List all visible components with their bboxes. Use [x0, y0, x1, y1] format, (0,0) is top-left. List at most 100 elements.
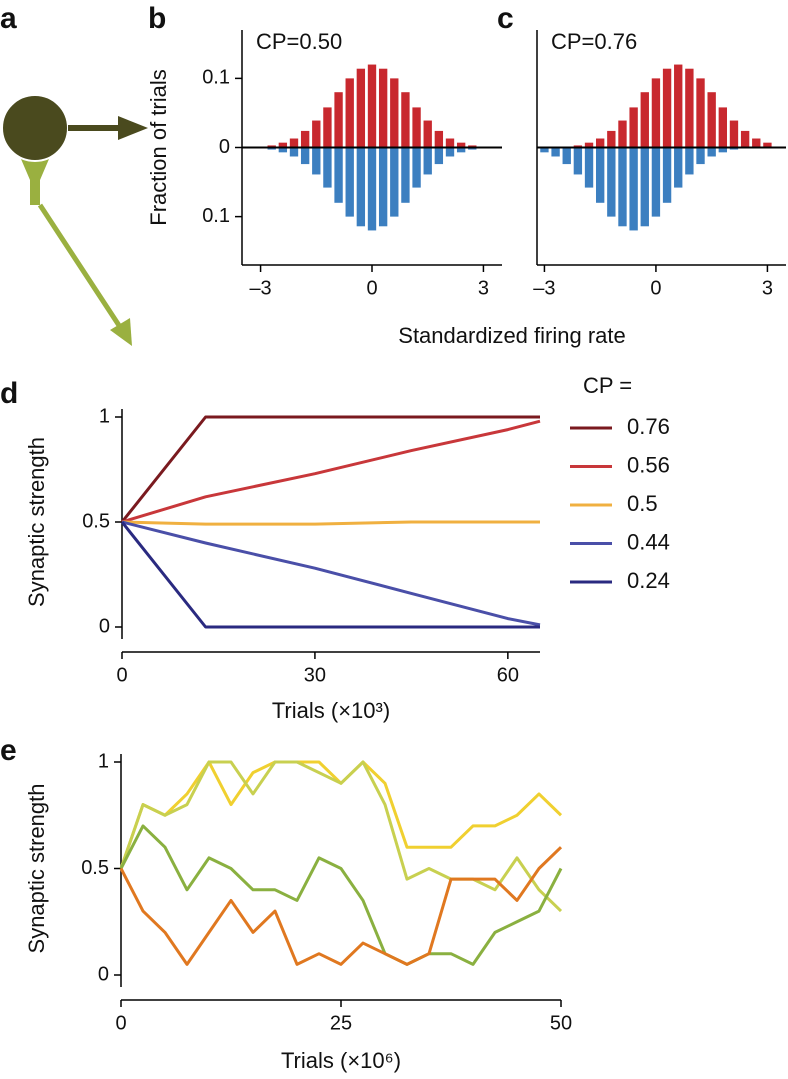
bar — [412, 107, 421, 148]
line — [119, 824, 563, 966]
bar — [551, 147, 560, 157]
bar — [278, 142, 288, 148]
bar — [607, 130, 616, 148]
legend-label: 0.56 — [627, 452, 670, 477]
y-axis-label: Synaptic strength — [24, 437, 49, 607]
dendrite — [18, 152, 52, 205]
bar — [423, 147, 432, 175]
bar — [334, 147, 343, 203]
bar — [300, 130, 310, 148]
panel-label: e — [0, 734, 17, 767]
legend-label: 0.44 — [627, 529, 670, 554]
bar — [707, 92, 716, 148]
bar — [662, 68, 672, 148]
bar — [729, 147, 739, 150]
y-tick-label: 0.5 — [82, 510, 110, 532]
bar — [468, 147, 477, 150]
x-tick-label: 0 — [650, 277, 661, 299]
x-axis-label: Trials (×10⁶) — [281, 1048, 401, 1073]
x-tick-label: –3 — [249, 277, 271, 299]
x-tick-label: 0 — [116, 664, 127, 686]
y-axis-label: Fraction of trials — [146, 69, 171, 226]
bar — [434, 147, 444, 165]
bar — [367, 64, 377, 148]
bar — [412, 147, 421, 188]
bar — [300, 147, 310, 165]
annotation: CP=0.76 — [551, 29, 637, 54]
dendrite-arrow — [37, 203, 125, 332]
bar — [289, 147, 299, 157]
y-axis-label: Synaptic strength — [24, 784, 49, 954]
panel-label: c — [497, 2, 514, 35]
bar — [323, 147, 332, 188]
bar — [401, 92, 410, 148]
bar — [456, 147, 466, 153]
bar — [707, 147, 716, 157]
bar — [456, 142, 466, 148]
bar — [378, 68, 388, 148]
x-axis-label: Trials (×10³) — [272, 698, 390, 723]
bar — [674, 64, 683, 148]
bar — [618, 120, 627, 148]
x-tick-label: 25 — [330, 1012, 352, 1034]
bar — [390, 147, 399, 217]
bar — [662, 147, 672, 203]
bar — [312, 120, 321, 148]
bar — [729, 120, 739, 148]
bar — [595, 138, 605, 148]
bar — [367, 147, 377, 231]
bar — [696, 78, 705, 148]
line — [119, 760, 563, 913]
x-tick-label: 0 — [366, 277, 377, 299]
bar — [752, 138, 761, 148]
bar — [423, 120, 432, 148]
bar — [334, 92, 343, 148]
bar — [573, 145, 583, 148]
y-tick-label: 1 — [98, 750, 109, 772]
bar — [390, 78, 399, 148]
annotation: CP=0.50 — [256, 29, 342, 54]
bar — [312, 147, 321, 175]
bar — [401, 147, 410, 203]
legend-label: 0.5 — [627, 491, 658, 516]
bar — [718, 147, 728, 153]
y-tick-label: 0 — [219, 136, 230, 158]
bar — [718, 107, 728, 148]
bar — [267, 145, 276, 148]
bar — [584, 147, 594, 188]
bar — [445, 147, 455, 157]
bar — [278, 147, 288, 153]
bar — [345, 147, 354, 217]
bar — [378, 147, 388, 227]
bar — [740, 130, 750, 148]
y-tick-label: 0 — [98, 963, 109, 985]
line — [121, 520, 540, 526]
line — [121, 520, 541, 627]
arrow-head — [118, 116, 148, 140]
bar — [629, 107, 638, 148]
soma — [1, 94, 69, 162]
bar — [651, 147, 661, 217]
panel-label: a — [0, 2, 17, 35]
bar — [356, 68, 366, 148]
y-tick-label: 0 — [99, 615, 110, 637]
legend-title: CP = — [583, 373, 632, 398]
line — [121, 419, 541, 524]
bar — [540, 147, 549, 153]
legend-label: 0.76 — [627, 414, 670, 439]
bar — [763, 142, 772, 148]
x-tick-label: 3 — [762, 277, 773, 299]
x-tick-label: 0 — [115, 1012, 126, 1034]
bar — [445, 138, 455, 148]
bar — [685, 147, 694, 175]
bar — [267, 147, 276, 150]
bar — [607, 147, 616, 217]
x-axis-label: Standardized firing rate — [398, 323, 625, 348]
bar — [651, 78, 661, 148]
neuron-diagram — [1, 94, 148, 346]
bar — [434, 130, 444, 148]
y-tick-label: 1 — [99, 405, 110, 427]
bar — [289, 138, 299, 148]
y-tick-label: 0.5 — [81, 857, 109, 879]
